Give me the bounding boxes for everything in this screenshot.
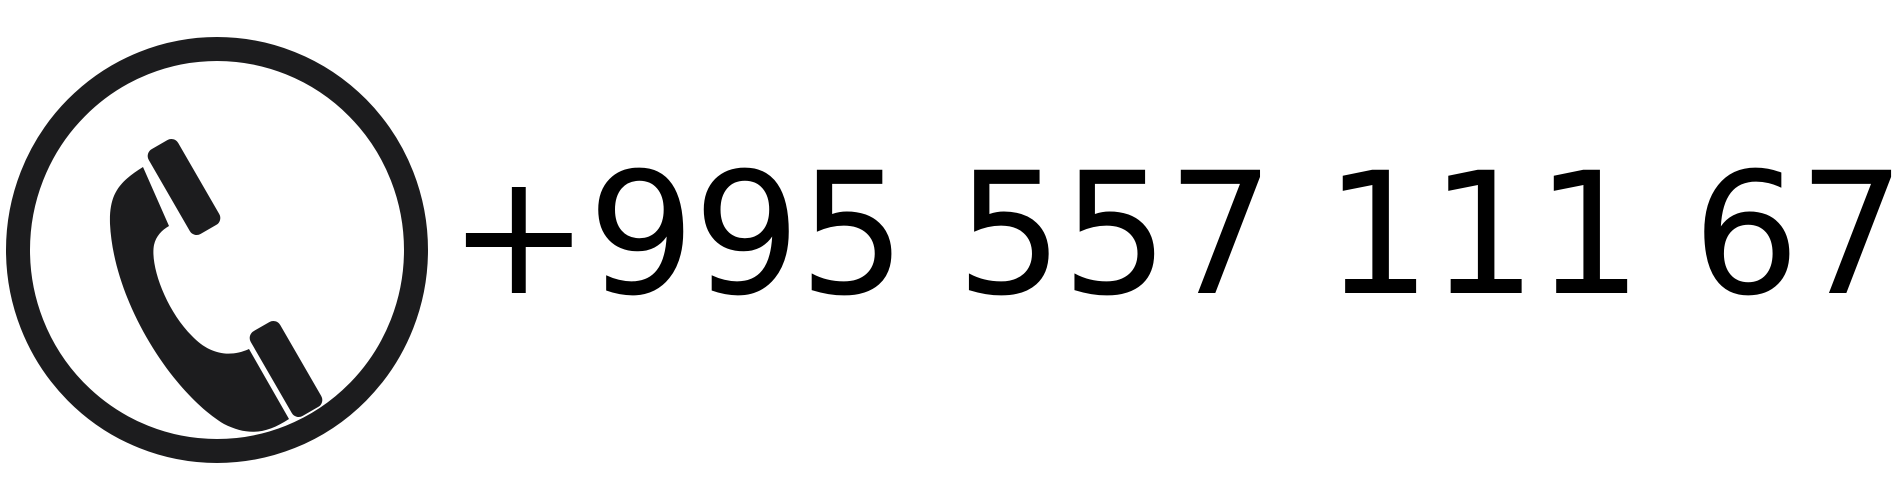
phone-icon [6,37,428,463]
phone-number[interactable]: +995 557 111 678 [448,136,1900,333]
